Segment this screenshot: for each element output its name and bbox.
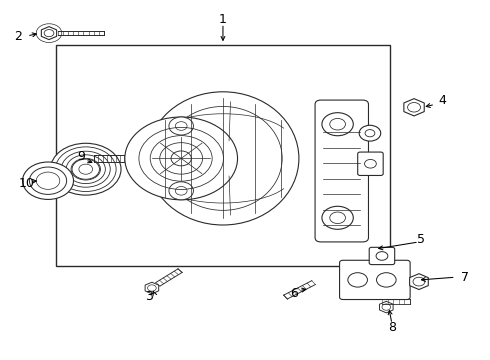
- Circle shape: [322, 206, 353, 229]
- FancyBboxPatch shape: [315, 100, 368, 242]
- Polygon shape: [41, 27, 57, 40]
- Text: 9: 9: [77, 150, 85, 163]
- Text: 1: 1: [219, 13, 227, 26]
- Circle shape: [50, 143, 121, 195]
- Text: 3: 3: [146, 291, 153, 303]
- Circle shape: [322, 113, 353, 136]
- Circle shape: [376, 273, 396, 287]
- Circle shape: [169, 182, 194, 200]
- Circle shape: [359, 125, 381, 141]
- Circle shape: [125, 117, 238, 200]
- Text: 4: 4: [439, 94, 446, 107]
- Text: 5: 5: [417, 233, 425, 246]
- FancyBboxPatch shape: [340, 260, 410, 300]
- Circle shape: [23, 162, 74, 199]
- Text: 7: 7: [461, 271, 468, 284]
- Circle shape: [171, 151, 191, 166]
- Circle shape: [348, 273, 368, 287]
- FancyBboxPatch shape: [369, 247, 395, 265]
- Polygon shape: [145, 282, 159, 294]
- Polygon shape: [404, 99, 424, 116]
- Polygon shape: [380, 301, 393, 313]
- Bar: [56, 45, 390, 266]
- Text: 8: 8: [388, 321, 396, 334]
- Polygon shape: [410, 274, 428, 289]
- Ellipse shape: [147, 92, 299, 225]
- Circle shape: [376, 252, 388, 260]
- Text: 10: 10: [19, 177, 35, 190]
- Circle shape: [169, 117, 194, 135]
- FancyBboxPatch shape: [358, 152, 383, 175]
- Circle shape: [72, 159, 99, 179]
- Text: 6: 6: [290, 287, 298, 300]
- Text: 2: 2: [14, 30, 22, 42]
